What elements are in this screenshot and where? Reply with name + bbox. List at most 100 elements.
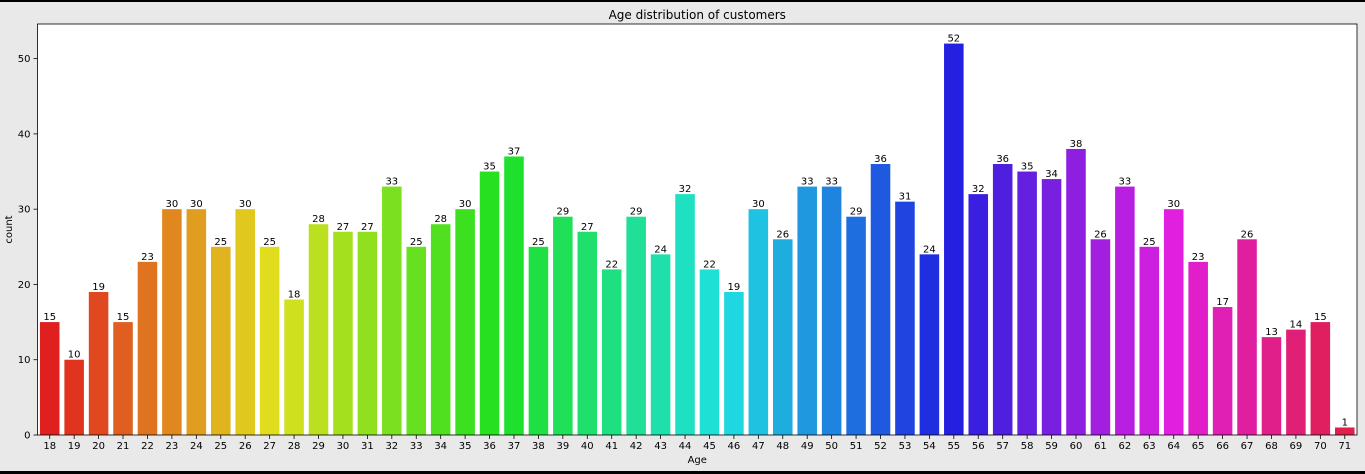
bar-30	[333, 231, 353, 435]
bar-value-label: 37	[508, 146, 521, 157]
x-tick-label: 61	[1094, 441, 1107, 452]
bar-49	[797, 186, 817, 435]
x-tick-label: 52	[874, 441, 887, 452]
x-tick-label: 32	[385, 441, 398, 452]
bar-69	[1286, 329, 1306, 435]
bar-54	[919, 254, 940, 435]
bar-24	[186, 209, 207, 435]
y-axis-label: count	[4, 215, 15, 243]
bar-65	[1188, 261, 1208, 435]
bar-26	[235, 209, 255, 435]
x-tick-label: 31	[361, 441, 374, 452]
bar-value-label: 27	[581, 222, 594, 233]
bar-37	[504, 156, 524, 435]
bar-60	[1066, 148, 1086, 435]
bar-value-label: 38	[1070, 139, 1083, 150]
x-tick-label: 48	[776, 441, 789, 452]
bar-value-label: 34	[1045, 169, 1058, 180]
x-tick-label: 67	[1241, 441, 1254, 452]
bar-20	[88, 291, 109, 435]
x-tick-label: 34	[434, 441, 447, 452]
x-tick-label: 44	[679, 441, 692, 452]
bar-32	[382, 186, 402, 435]
bar-value-label: 29	[630, 207, 643, 218]
bar-36	[479, 171, 500, 436]
bar-value-label: 30	[190, 199, 203, 210]
x-tick-label: 22	[141, 441, 154, 452]
bar-47	[748, 209, 769, 435]
bar-value-label: 33	[1118, 177, 1131, 188]
x-tick-label: 27	[263, 441, 276, 452]
x-tick-label: 69	[1290, 441, 1303, 452]
bar-67	[1237, 239, 1257, 435]
bar-value-label: 25	[410, 237, 423, 248]
x-tick-label: 43	[654, 441, 667, 452]
bar-value-label: 24	[923, 244, 936, 255]
x-tick-label: 21	[117, 441, 130, 452]
x-tick-label: 29	[312, 441, 325, 452]
x-tick-label: 60	[1070, 441, 1083, 452]
bar-64	[1163, 209, 1184, 435]
bar-value-label: 30	[239, 199, 252, 210]
bar-18	[39, 322, 60, 435]
x-tick-label: 53	[899, 441, 912, 452]
x-tick-label: 45	[703, 441, 716, 452]
bar-61	[1090, 239, 1111, 435]
y-tick-label: 30	[18, 205, 31, 216]
x-tick-label: 62	[1118, 441, 1131, 452]
x-tick-label: 36	[483, 441, 496, 452]
bar-44	[675, 194, 695, 435]
x-tick-label: 20	[92, 441, 105, 452]
bar-59	[1041, 179, 1062, 435]
bar-51	[846, 216, 866, 435]
x-tick-label: 54	[923, 441, 936, 452]
bar-value-label: 33	[385, 177, 398, 188]
bar-25	[210, 246, 231, 435]
bar-29	[308, 224, 329, 435]
x-tick-label: 55	[947, 441, 960, 452]
bar-50	[821, 186, 842, 435]
bar-22	[137, 261, 158, 435]
x-tick-label: 63	[1143, 441, 1156, 452]
bar-value-label: 24	[654, 244, 667, 255]
bar-value-label: 23	[1192, 252, 1205, 263]
bar-40	[577, 231, 598, 435]
bar-27	[259, 246, 280, 435]
bar-value-label: 18	[288, 290, 301, 301]
bar-28	[284, 299, 304, 435]
x-tick-label: 38	[532, 441, 545, 452]
bar-value-label: 25	[1143, 237, 1156, 248]
x-tick-label: 28	[288, 441, 301, 452]
plot-area	[37, 24, 1357, 435]
x-tick-label: 26	[239, 441, 252, 452]
bar-value-label: 27	[337, 222, 350, 233]
bar-value-label: 22	[703, 259, 716, 270]
bar-value-label: 29	[850, 207, 863, 218]
x-tick-label: 33	[410, 441, 423, 452]
bar-value-label: 1	[1342, 417, 1348, 428]
bar-value-label: 10	[68, 350, 81, 361]
y-tick-label: 50	[18, 54, 31, 65]
x-axis-label: Age	[688, 455, 707, 466]
bar-39	[553, 216, 573, 435]
x-tick-label: 56	[972, 441, 985, 452]
x-tick-label: 19	[68, 441, 81, 452]
bar-43	[650, 254, 671, 435]
chart-title: Age distribution of customers	[609, 8, 786, 22]
bar-56	[968, 194, 989, 435]
y-axis: 0 10 20 30 40 50	[18, 54, 38, 442]
bar-value-label: 28	[434, 214, 447, 225]
bar-70	[1310, 322, 1331, 435]
bar-38	[528, 246, 549, 435]
bar-41	[601, 269, 622, 435]
bar-value-label: 15	[1314, 312, 1327, 323]
x-tick-label: 64	[1167, 441, 1180, 452]
bar-52	[870, 164, 891, 435]
x-tick-label: 23	[166, 441, 179, 452]
bar-value-label: 25	[214, 237, 227, 248]
bar-34	[430, 224, 451, 435]
bar-value-label: 33	[825, 177, 838, 188]
bar-value-label: 26	[1241, 229, 1254, 240]
bars-group	[39, 43, 1355, 436]
